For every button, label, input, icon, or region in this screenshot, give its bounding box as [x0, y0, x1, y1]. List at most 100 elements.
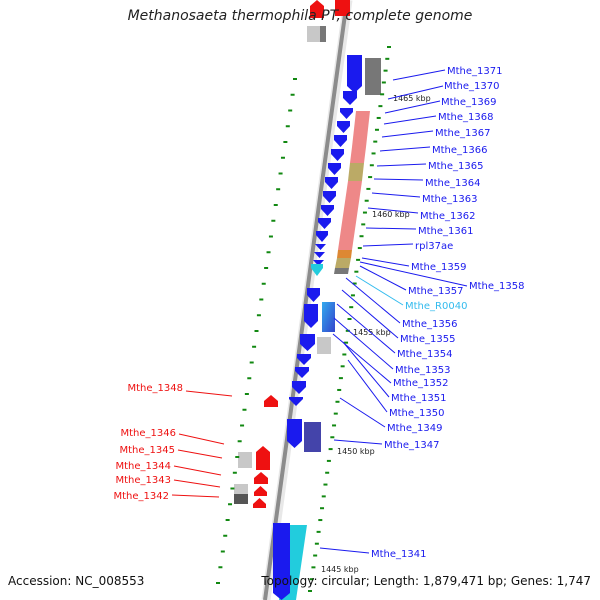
gene-arrow[interactable]: [254, 486, 267, 496]
gene-label[interactable]: Mthe_1349: [387, 423, 443, 434]
gene-label[interactable]: Mthe_1370: [444, 81, 500, 92]
scale-tick: [366, 187, 371, 190]
gene-arrow[interactable]: [311, 264, 323, 276]
gene-label[interactable]: Mthe_1371: [447, 66, 503, 77]
gene-label[interactable]: Mthe_1346: [121, 428, 177, 439]
cog-band: [320, 26, 326, 42]
gene-label[interactable]: Mthe_1341: [371, 549, 427, 560]
label-leader-lines: [171, 69, 468, 554]
gene-label[interactable]: Mthe_1348: [128, 383, 184, 394]
leader-line: [359, 265, 407, 291]
leader-line: [359, 261, 468, 287]
scale-tick: [340, 365, 345, 368]
gene-label[interactable]: Mthe_1356: [402, 319, 458, 330]
gene-arrow[interactable]: [313, 260, 324, 266]
gene-label[interactable]: Mthe_1365: [428, 161, 484, 172]
scale-label: 1445 kbp: [321, 565, 359, 574]
scale-label: 1465 kbp: [393, 94, 431, 103]
leader-line: [171, 494, 220, 498]
scale-label: 1460 kbp: [372, 210, 410, 219]
gene-label[interactable]: Mthe_1357: [408, 286, 464, 297]
gene-label[interactable]: rpl37ae: [415, 241, 453, 252]
scale-tick: [252, 345, 257, 348]
gene-label[interactable]: Mthe_R0040: [405, 301, 467, 312]
gene-arrow[interactable]: [307, 288, 320, 302]
gene-label[interactable]: Mthe_1345: [120, 445, 176, 456]
gene-label[interactable]: Mthe_1342: [114, 491, 170, 502]
scale-tick: [318, 519, 323, 522]
gene-arrow[interactable]: [295, 367, 309, 378]
gene-arrow[interactable]: [304, 304, 318, 328]
gene-arrow[interactable]: [318, 218, 331, 229]
gene-arrow[interactable]: [316, 231, 328, 242]
gene-arrow[interactable]: [253, 498, 266, 508]
gene-arrow[interactable]: [315, 244, 326, 250]
scale-tick: [308, 590, 312, 592]
scale-tick: [337, 388, 342, 391]
gene-label[interactable]: Mthe_1353: [395, 365, 451, 376]
gene-label[interactable]: Mthe_1362: [420, 211, 476, 222]
gene-label[interactable]: Mthe_1358: [469, 281, 525, 292]
gene-label[interactable]: Mthe_1361: [418, 226, 474, 237]
gene-arrow[interactable]: [292, 381, 306, 394]
gene-label[interactable]: Mthe_1352: [393, 378, 449, 389]
gene-arrow[interactable]: [289, 397, 303, 406]
scale-tick: [311, 566, 316, 569]
gene-arrow[interactable]: [264, 395, 278, 407]
gene-label[interactable]: Mthe_1359: [411, 262, 467, 273]
gene-arrow[interactable]: [254, 472, 268, 484]
leader-line: [333, 439, 383, 445]
gene-label[interactable]: Mthe_1343: [116, 475, 172, 486]
gene-arrow[interactable]: [256, 446, 270, 470]
scale-tick: [259, 298, 264, 301]
gene-arrow[interactable]: [297, 354, 311, 365]
gene-arrow[interactable]: [323, 191, 336, 203]
leader-line: [367, 207, 419, 214]
cog-band: [350, 147, 366, 163]
gene-arrow[interactable]: [325, 177, 338, 189]
gene-label[interactable]: Mthe_1347: [384, 440, 440, 451]
gene-arrow[interactable]: [328, 163, 341, 175]
gene-arrow[interactable]: [331, 149, 344, 161]
scale-tick: [338, 377, 343, 380]
scale-tick: [271, 219, 276, 222]
gene-arrow[interactable]: [273, 523, 290, 600]
scale-tick: [349, 306, 354, 309]
gene-arrow[interactable]: [347, 55, 362, 93]
scale-tick: [345, 329, 350, 332]
gene-arrow[interactable]: [314, 252, 325, 258]
leader-line: [341, 289, 399, 339]
scale-tick: [323, 483, 328, 486]
gene-label[interactable]: Mthe_1354: [397, 349, 453, 360]
gene-label[interactable]: Mthe_1369: [441, 97, 497, 108]
gene-arrow[interactable]: [310, 0, 324, 18]
cog-band: [334, 268, 349, 274]
gene-arrow[interactable]: [321, 205, 334, 216]
gene-label[interactable]: Mthe_1355: [400, 334, 456, 345]
scale-tick: [387, 46, 391, 48]
gene-label[interactable]: Mthe_1350: [389, 408, 445, 419]
gene-arrow[interactable]: [287, 419, 302, 448]
leader-line: [342, 341, 390, 398]
gene-arrow[interactable]: [300, 334, 315, 351]
gene-label[interactable]: Mthe_1351: [391, 393, 447, 404]
cog-band: [234, 484, 248, 494]
gene-label[interactable]: Mthe_1344: [116, 461, 172, 472]
gene-arrow[interactable]: [334, 135, 347, 147]
gene-label[interactable]: Mthe_1364: [425, 178, 481, 189]
scale-tick: [342, 353, 347, 356]
scale-tick: [235, 456, 240, 458]
leader-line: [178, 433, 225, 445]
leader-line: [373, 178, 424, 181]
gene-label[interactable]: Mthe_1363: [422, 194, 478, 205]
gene-arrow[interactable]: [343, 91, 357, 105]
scale-tick: [237, 440, 242, 443]
map-title: Methanosaeta thermophila PT, complete ge…: [127, 8, 473, 24]
gene-arrow[interactable]: [337, 121, 350, 133]
gene-arrow[interactable]: [340, 108, 353, 119]
scale-tick: [285, 125, 290, 128]
gene-label[interactable]: Mthe_1366: [432, 145, 488, 156]
gene-label[interactable]: Mthe_1368: [438, 112, 494, 123]
scale-tick: [368, 176, 373, 179]
gene-label[interactable]: Mthe_1367: [435, 128, 491, 139]
